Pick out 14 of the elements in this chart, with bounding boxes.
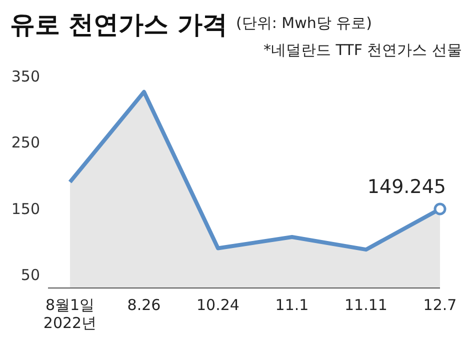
data-label: 149.245 <box>367 176 446 198</box>
chart-subtitle: (단위: Mwh당 유로) <box>236 14 372 33</box>
x-tick-label: 10.24 <box>196 296 240 314</box>
y-tick-label: 350 <box>11 67 40 86</box>
chart-title: 유로 천연가스 가격 <box>10 9 228 41</box>
y-tick-label: 50 <box>20 266 40 284</box>
text: *네덜란드 TTF 천연가스 선물 <box>264 41 462 60</box>
x-tick-label: 8.26 <box>127 296 161 314</box>
x-tick-label: 8월1일 2022년 <box>43 296 97 332</box>
x-tick-label: 11.11 <box>344 296 388 314</box>
x-tick-label: 12.7 <box>423 296 457 314</box>
y-tick-label: 250 <box>11 134 40 152</box>
y-tick-label: 150 <box>11 200 40 218</box>
x-tick-label: 11.1 <box>275 296 309 314</box>
